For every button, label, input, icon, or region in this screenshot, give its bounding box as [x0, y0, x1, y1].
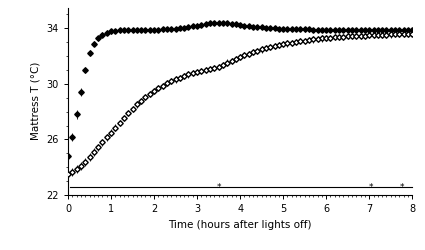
Text: *: *	[369, 183, 374, 192]
X-axis label: Time (hours after lights off): Time (hours after lights off)	[168, 220, 312, 230]
Text: *: *	[399, 183, 404, 192]
Y-axis label: Mattress T (°C): Mattress T (°C)	[31, 62, 41, 140]
Text: *: *	[216, 183, 221, 192]
Text: -: -	[382, 182, 386, 192]
Text: -: -	[357, 182, 360, 192]
